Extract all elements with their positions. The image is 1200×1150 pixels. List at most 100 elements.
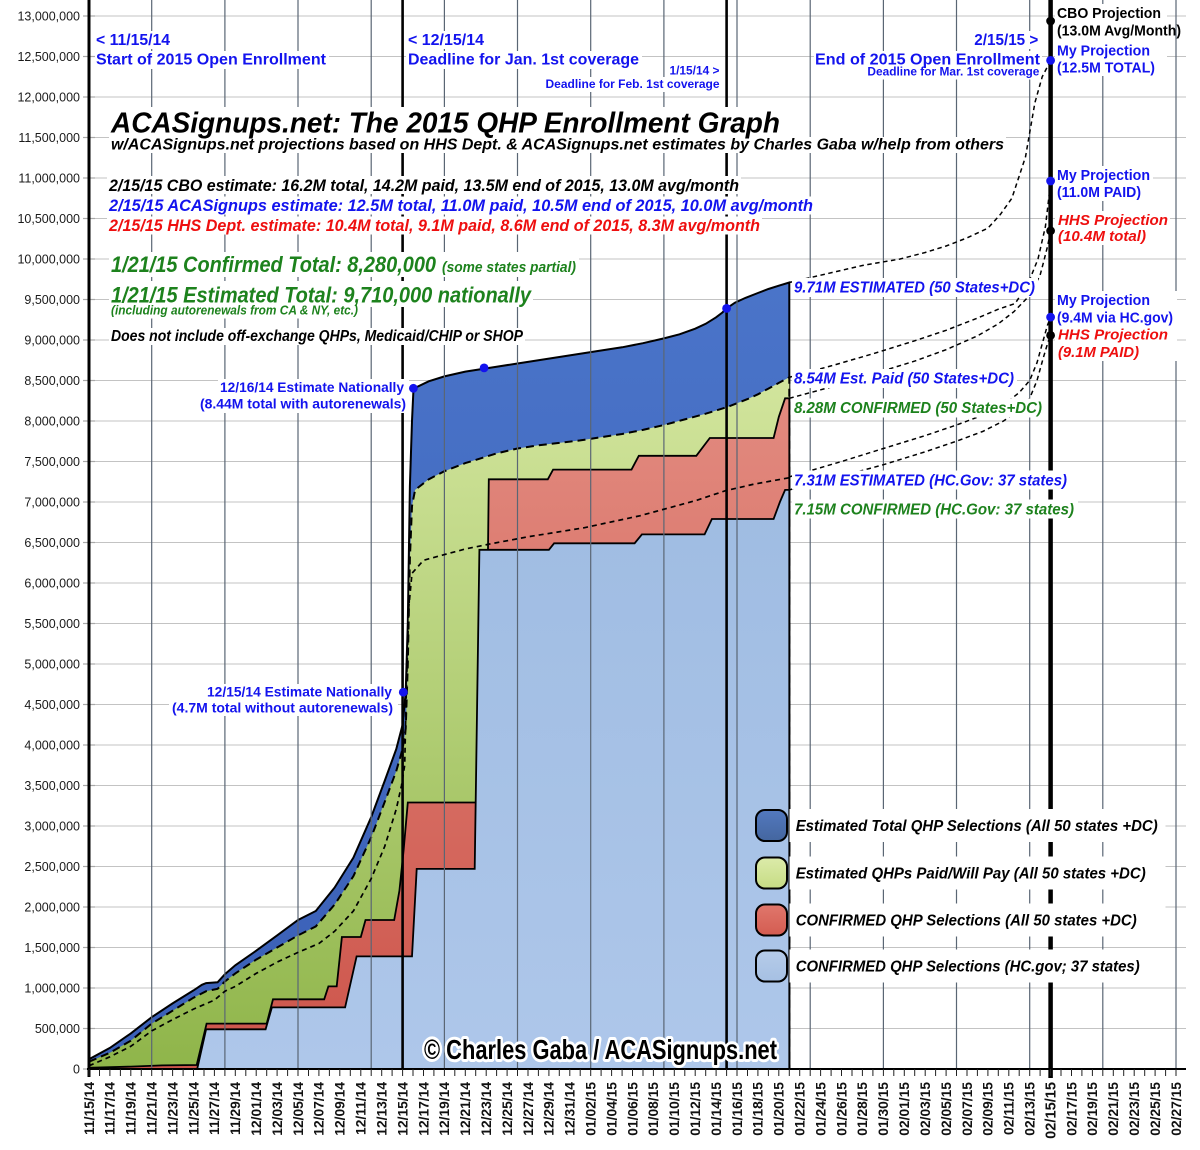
svg-text:7.31M ESTIMATED (HC.Gov: 37 st: 7.31M ESTIMATED (HC.Gov: 37 states): [794, 472, 1067, 489]
svg-text:CONFIRMED QHP Selections (HC.g: CONFIRMED QHP Selections (HC.gov; 37 sta…: [796, 959, 1140, 976]
svg-text:12/29/14: 12/29/14: [542, 1082, 557, 1136]
svg-text:02/19/15: 02/19/15: [1085, 1082, 1100, 1136]
svg-text:Deadline for Feb. 1st coverage: Deadline for Feb. 1st coverage: [546, 77, 720, 91]
svg-text:1,500,000: 1,500,000: [24, 941, 80, 955]
svg-text:ACASignups.net: The 2015 QHP E: ACASignups.net: The 2015 QHP Enrollment …: [110, 107, 780, 139]
svg-text:6,000,000: 6,000,000: [24, 577, 80, 591]
svg-text:11/15/14: 11/15/14: [82, 1082, 97, 1135]
svg-text:0: 0: [73, 1063, 80, 1077]
svg-text:02/09/15: 02/09/15: [981, 1082, 996, 1136]
svg-text:01/02/15: 01/02/15: [584, 1082, 599, 1136]
svg-text:11/23/14: 11/23/14: [165, 1082, 180, 1135]
svg-text:3,500,000: 3,500,000: [24, 779, 80, 793]
svg-text:8.54M Est. Paid (50 States+DC): 8.54M Est. Paid (50 States+DC): [794, 370, 1014, 387]
svg-text:11,500,000: 11,500,000: [18, 131, 80, 145]
svg-text:01/28/15: 01/28/15: [855, 1082, 870, 1136]
svg-text:8.28M CONFIRMED (50 States+DC): 8.28M CONFIRMED (50 States+DC): [794, 400, 1042, 417]
svg-text:12/07/14: 12/07/14: [312, 1082, 327, 1136]
svg-text:(8.44M total with autorenewals: (8.44M total with autorenewals): [200, 396, 406, 412]
svg-text:02/01/15: 02/01/15: [897, 1082, 912, 1136]
svg-text:12,000,000: 12,000,000: [17, 91, 80, 105]
svg-text:11,000,000: 11,000,000: [18, 172, 80, 186]
svg-text:12/15/14 Estimate Nationally: 12/15/14 Estimate Nationally: [207, 684, 392, 700]
svg-text:9.71M ESTIMATED (50 States+DC): 9.71M ESTIMATED (50 States+DC): [794, 280, 1035, 297]
svg-text:(9.1M PAID): (9.1M PAID): [1058, 344, 1139, 361]
svg-text:12/09/14: 12/09/14: [333, 1082, 348, 1136]
svg-text:1/21/15 Confirmed Total: 8,280: 1/21/15 Confirmed Total: 8,280,000: [111, 252, 436, 277]
svg-text:1,000,000: 1,000,000: [24, 982, 80, 996]
svg-text:5,500,000: 5,500,000: [24, 617, 80, 631]
svg-text:4,000,000: 4,000,000: [24, 739, 80, 753]
svg-text:w/ACASignups.net projections b: w/ACASignups.net projections based on HH…: [111, 137, 1004, 154]
svg-text:01/14/15: 01/14/15: [709, 1082, 724, 1136]
svg-text:2/15/15 ACASignups estimate: 1: 2/15/15 ACASignups estimate: 12.5M total…: [108, 197, 813, 215]
svg-text:9,000,000: 9,000,000: [24, 334, 80, 348]
svg-text:6,500,000: 6,500,000: [24, 536, 80, 550]
svg-text:(10.4M total): (10.4M total): [1058, 228, 1146, 245]
svg-text:7.15M CONFIRMED (HC.Gov: 37 st: 7.15M CONFIRMED (HC.Gov: 37 states): [794, 501, 1074, 518]
svg-text:02/17/15: 02/17/15: [1064, 1082, 1079, 1136]
svg-text:2/15/15 HHS Dept. estimate: 10: 2/15/15 HHS Dept. estimate: 10.4M total,…: [108, 217, 760, 235]
svg-text:2,000,000: 2,000,000: [24, 901, 80, 915]
svg-text:(13.0M Avg/Month): (13.0M Avg/Month): [1057, 23, 1181, 40]
svg-text:12/11/14: 12/11/14: [354, 1082, 369, 1135]
svg-text:12/13/14: 12/13/14: [375, 1082, 390, 1136]
svg-text:02/05/15: 02/05/15: [939, 1082, 954, 1136]
svg-text:1/15/14 >: 1/15/14 >: [670, 64, 720, 78]
svg-text:12/31/14: 12/31/14: [563, 1082, 578, 1136]
svg-text:500,000: 500,000: [35, 1022, 80, 1036]
svg-text:8,000,000: 8,000,000: [24, 415, 80, 429]
svg-text:My Projection: My Projection: [1057, 43, 1150, 60]
svg-text:11/25/14: 11/25/14: [186, 1082, 201, 1135]
svg-text:01/22/15: 01/22/15: [793, 1082, 808, 1136]
svg-text:11/27/14: 11/27/14: [207, 1082, 222, 1135]
svg-text:1/21/15 Estimated Total: 9,710: 1/21/15 Estimated Total: 9,710,000 natio…: [111, 283, 532, 308]
svg-text:Start of 2015 Open Enrollment: Start of 2015 Open Enrollment: [96, 52, 327, 69]
svg-text:(some states partial): (some states partial): [442, 260, 576, 276]
svg-text:Estimated Total QHP Selections: Estimated Total QHP Selections (All 50 s…: [796, 818, 1158, 835]
svg-text:01/24/15: 01/24/15: [813, 1082, 828, 1136]
svg-text:01/30/15: 01/30/15: [876, 1082, 891, 1136]
svg-text:02/13/15: 02/13/15: [1023, 1082, 1038, 1136]
svg-text:2,500,000: 2,500,000: [24, 860, 80, 874]
svg-text:01/08/15: 01/08/15: [646, 1082, 661, 1136]
svg-text:02/15/15: 02/15/15: [1043, 1082, 1059, 1139]
svg-text:8,500,000: 8,500,000: [24, 374, 80, 388]
svg-text:01/10/15: 01/10/15: [667, 1082, 682, 1136]
svg-text:9,500,000: 9,500,000: [24, 293, 80, 307]
svg-text:HHS Projection: HHS Projection: [1058, 212, 1168, 229]
svg-text:My Projection: My Projection: [1057, 292, 1150, 309]
svg-text:(4.7M total without autorenewa: (4.7M total without autorenewals): [172, 699, 393, 715]
svg-text:02/03/15: 02/03/15: [918, 1082, 933, 1136]
svg-text:01/18/15: 01/18/15: [751, 1082, 766, 1136]
svg-text:Does not include off-exchange: Does not include off-exchange QHPs, Medi…: [111, 328, 524, 345]
svg-text:02/11/15: 02/11/15: [1002, 1082, 1017, 1135]
svg-text:02/21/15: 02/21/15: [1106, 1082, 1121, 1136]
svg-text:01/26/15: 01/26/15: [834, 1082, 849, 1136]
svg-text:02/27/15: 02/27/15: [1169, 1082, 1184, 1136]
svg-text:© Charles Gaba / ACASignups.ne: © Charles Gaba / ACASignups.net: [424, 1034, 777, 1065]
svg-text:11/17/14: 11/17/14: [103, 1082, 118, 1135]
svg-text:01/04/15: 01/04/15: [604, 1082, 619, 1136]
svg-text:7,000,000: 7,000,000: [24, 496, 80, 510]
svg-text:End of 2015 Open Enrollment: End of 2015 Open Enrollment: [815, 52, 1041, 69]
svg-text:3,000,000: 3,000,000: [24, 820, 80, 834]
svg-text:02/07/15: 02/07/15: [960, 1082, 975, 1136]
svg-text:12/21/14: 12/21/14: [458, 1082, 473, 1136]
svg-text:2/15/15 >: 2/15/15 >: [974, 32, 1038, 49]
svg-text:12/15/14: 12/15/14: [395, 1082, 410, 1136]
svg-text:12/05/14: 12/05/14: [291, 1082, 306, 1136]
svg-text:< 11/15/14: < 11/15/14: [96, 32, 170, 49]
svg-text:Deadline for Mar. 1st coverage: Deadline for Mar. 1st coverage: [867, 65, 1039, 79]
svg-text:(12.5M TOTAL): (12.5M TOTAL): [1057, 60, 1155, 77]
svg-text:4,500,000: 4,500,000: [24, 698, 80, 712]
svg-text:5,000,000: 5,000,000: [24, 658, 80, 672]
svg-text:HHS Projection: HHS Projection: [1058, 327, 1168, 344]
svg-text:01/06/15: 01/06/15: [625, 1082, 640, 1136]
svg-text:2/15/15 CBO estimate: 16.2M to: 2/15/15 CBO estimate: 16.2M total, 14.2M…: [108, 177, 739, 195]
svg-text:01/16/15: 01/16/15: [730, 1082, 745, 1136]
svg-text:02/25/15: 02/25/15: [1148, 1082, 1163, 1136]
svg-text:Estimated QHPs Paid/Will Pay (: Estimated QHPs Paid/Will Pay (All 50 sta…: [796, 866, 1146, 883]
svg-text:7,500,000: 7,500,000: [24, 455, 80, 469]
svg-text:10,000,000: 10,000,000: [17, 253, 80, 267]
